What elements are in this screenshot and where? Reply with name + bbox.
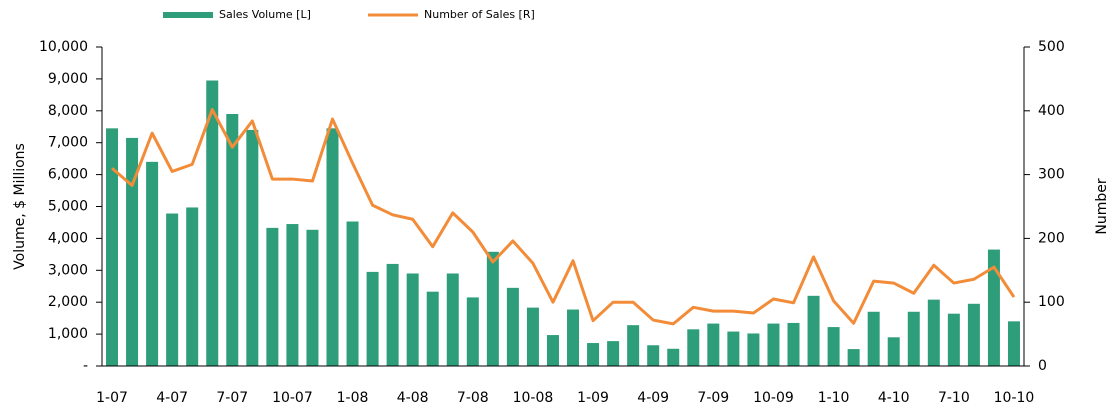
y2-tick-label: 500 — [1038, 39, 1065, 55]
bar — [767, 323, 780, 366]
bar — [466, 297, 479, 366]
x-tick-label: 1-09 — [577, 390, 609, 406]
bar — [847, 349, 860, 366]
y-tick-label: 5,000 — [48, 199, 88, 215]
x-tick-label: 1-07 — [96, 390, 128, 406]
legend-label: Number of Sales [R] — [424, 8, 535, 21]
x-tick-label: 4-09 — [637, 390, 669, 406]
line — [111, 108, 1016, 326]
bar — [386, 263, 399, 366]
bar — [526, 307, 539, 366]
y2-tick-label: 200 — [1038, 230, 1065, 246]
bar — [727, 331, 740, 366]
y-tick-label: 1,000 — [48, 326, 88, 342]
bar — [947, 313, 960, 366]
bar — [747, 333, 760, 366]
y2-tick-label: 300 — [1038, 167, 1065, 183]
y-tick-label: 2,000 — [48, 294, 88, 310]
bar — [506, 287, 519, 366]
bar — [306, 229, 319, 366]
bar — [887, 337, 900, 366]
bar — [186, 207, 199, 366]
bar — [246, 129, 259, 366]
bar — [346, 221, 359, 366]
y2-tick-label: 0 — [1038, 358, 1047, 374]
x-tick-label: 4-07 — [156, 390, 188, 406]
x-tick-label: 7-09 — [697, 390, 729, 406]
bar — [967, 303, 980, 366]
bar — [827, 327, 840, 366]
bar — [567, 309, 580, 366]
x-tick-label: 10-08 — [513, 390, 554, 406]
x-tick-label: 10-07 — [272, 390, 313, 406]
bar — [647, 345, 660, 366]
bar — [426, 291, 439, 366]
bar — [807, 295, 820, 366]
y-tick-label: - — [83, 358, 88, 374]
x-tick-label: 1-08 — [337, 390, 369, 406]
bar — [406, 273, 419, 366]
bar — [907, 311, 920, 366]
bar — [366, 271, 379, 366]
bar — [226, 113, 239, 367]
bar — [667, 348, 680, 366]
bar — [927, 299, 940, 366]
bar — [707, 323, 720, 366]
bar — [1007, 321, 1020, 366]
x-tick-label: 4-08 — [397, 390, 429, 406]
y-tick-label: 10,000 — [39, 39, 88, 55]
bar — [627, 325, 640, 366]
x-tick-label: 7-10 — [938, 390, 970, 406]
y-tick-label: 7,000 — [48, 135, 88, 151]
bar — [166, 213, 179, 366]
y-tick-label: 3,000 — [48, 262, 88, 278]
y2-tick-label: 400 — [1038, 103, 1065, 119]
bar — [587, 343, 600, 366]
x-tick-label: 7-08 — [457, 390, 489, 406]
x-tick-label: 10-09 — [753, 390, 794, 406]
x-tick-label: 7-07 — [216, 390, 248, 406]
bar — [326, 128, 339, 366]
y-tick-label: 4,000 — [48, 230, 88, 246]
y-tick-label: 8,000 — [48, 103, 88, 119]
y2-axis-title: Number — [1094, 178, 1110, 234]
y2-tick-label: 100 — [1038, 294, 1065, 310]
y-tick-label: 6,000 — [48, 167, 88, 183]
y-axis-title: Volume, $ Millions — [12, 143, 28, 270]
bar — [687, 329, 700, 366]
bar — [486, 251, 499, 366]
bar — [206, 80, 219, 367]
bar — [266, 227, 279, 366]
legend-label: Sales Volume [L] — [219, 8, 311, 21]
bar — [106, 128, 119, 366]
bar — [867, 311, 880, 366]
x-tick-label: 4-10 — [878, 390, 910, 406]
y-tick-label: 9,000 — [48, 71, 88, 87]
bar — [546, 335, 559, 366]
bar — [126, 137, 139, 366]
x-tick-label: 10-10 — [994, 390, 1035, 406]
bar — [446, 273, 459, 366]
bar — [787, 322, 800, 366]
bar — [607, 341, 620, 366]
bar — [146, 161, 159, 366]
x-tick-label: 1-10 — [818, 390, 850, 406]
bar — [286, 224, 299, 366]
bar — [987, 249, 1000, 366]
legend-swatch — [163, 12, 213, 18]
